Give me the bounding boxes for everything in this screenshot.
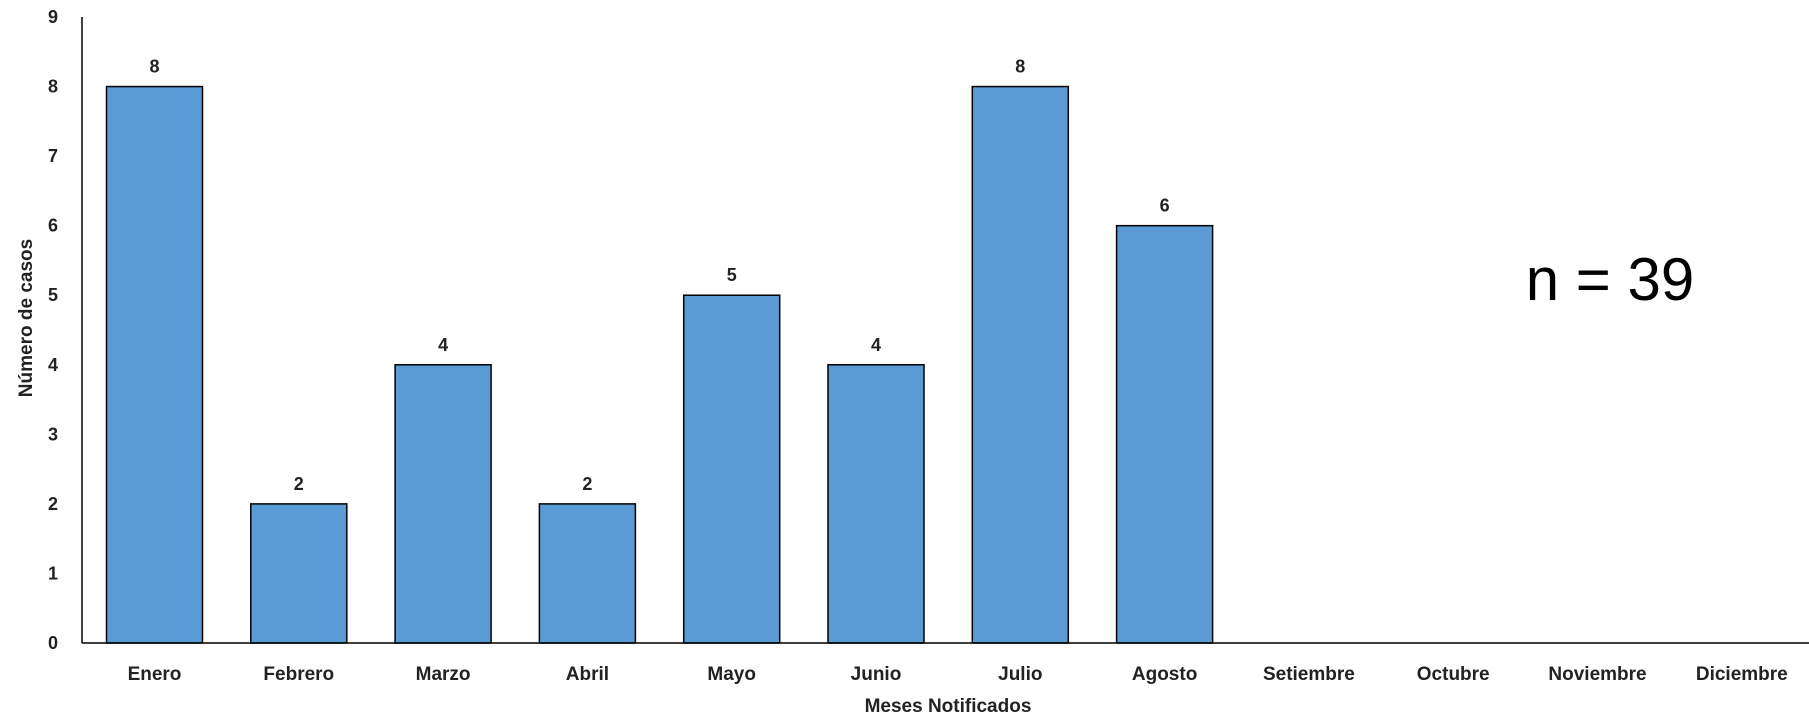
bar [971, 85, 1070, 644]
data-labels: 8 2 4 2 5 4 8 6 [149, 57, 1169, 494]
x-axis-title: Meses Notificados [865, 696, 1032, 717]
y-tick-label: 0 [48, 633, 58, 653]
bar-value-label: 2 [582, 474, 592, 494]
x-category-label: Noviembre [1548, 664, 1646, 685]
bar-value-label: 4 [871, 335, 881, 355]
y-tick-label: 2 [48, 494, 58, 514]
x-axis-categories: Enero Febrero Marzo Abril Mayo Junio Julio Agos… [128, 664, 1788, 685]
y-tick-label: 7 [48, 146, 58, 166]
x-category-label: Mayo [707, 664, 756, 685]
bars [105, 85, 1214, 644]
y-tick-label: 1 [48, 563, 58, 583]
bar [394, 364, 492, 644]
bar-value-label: 8 [149, 57, 159, 77]
bar [250, 503, 348, 644]
x-category-label: Junio [851, 664, 902, 685]
y-tick-label: 9 [48, 7, 58, 27]
x-category-label: Febrero [263, 664, 334, 685]
bar-value-label: 4 [438, 335, 448, 355]
y-tick-label: 8 [48, 77, 58, 97]
bar-value-label: 8 [1015, 57, 1025, 77]
x-category-label: Julio [998, 664, 1042, 685]
bar-value-label: 5 [727, 265, 737, 285]
bar [1115, 224, 1214, 644]
x-category-label: Setiembre [1263, 664, 1355, 685]
y-tick-label: 3 [48, 424, 58, 444]
y-axis-title: Número de casos [16, 239, 37, 397]
x-category-label: Abril [566, 664, 609, 685]
x-category-label: Octubre [1417, 664, 1490, 685]
y-tick-label: 6 [48, 216, 58, 236]
bar-value-label: 6 [1160, 196, 1170, 216]
x-category-label: Diciembre [1696, 664, 1788, 685]
sample-size-annotation: n = 39 [1526, 246, 1695, 313]
bar [682, 294, 781, 644]
bar [105, 85, 204, 644]
bar [827, 364, 925, 644]
bar-value-label: 2 [294, 474, 304, 494]
y-axis-ticks: 0 1 2 3 4 5 6 7 8 9 [48, 7, 58, 653]
x-category-label: Agosto [1132, 664, 1197, 685]
x-category-label: Marzo [416, 664, 471, 685]
bar [538, 503, 637, 644]
y-tick-label: 4 [48, 355, 58, 375]
x-category-label: Enero [128, 664, 182, 685]
y-tick-label: 5 [48, 285, 58, 305]
